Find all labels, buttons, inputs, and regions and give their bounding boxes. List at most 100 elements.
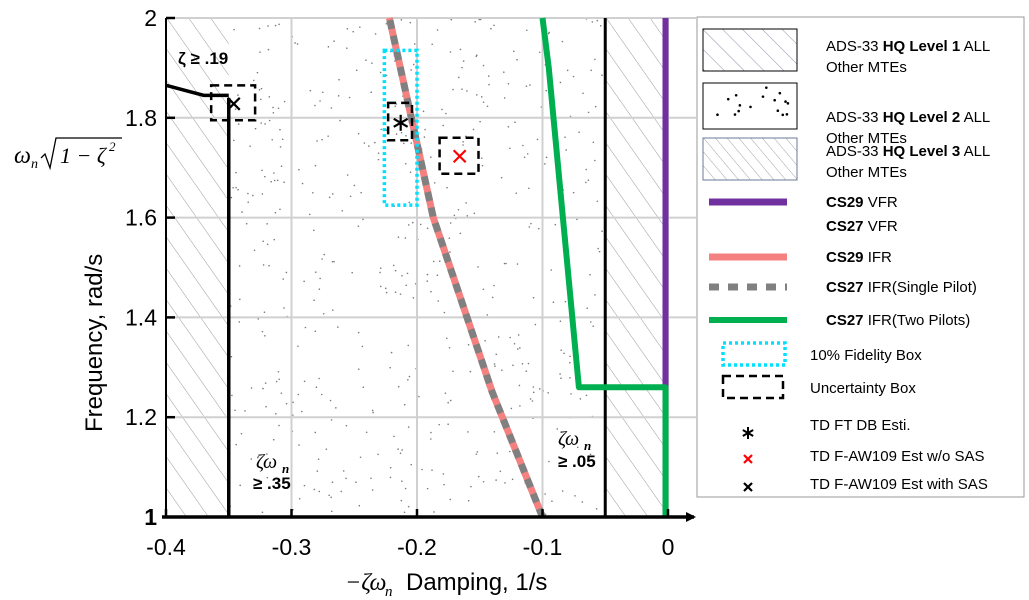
region-dot xyxy=(453,214,456,217)
region-dot xyxy=(357,368,360,370)
region-dot xyxy=(392,264,395,267)
region-dot xyxy=(348,96,351,99)
legend-dot xyxy=(733,113,737,116)
region-dot xyxy=(314,271,317,273)
region-dot xyxy=(467,343,470,346)
region-dot xyxy=(279,208,281,211)
region-dot xyxy=(595,508,598,510)
region-dot xyxy=(283,100,286,103)
region-dot xyxy=(496,452,499,454)
legend-swatch-star xyxy=(742,429,754,437)
region-dot xyxy=(563,352,565,355)
region-dot xyxy=(503,71,505,73)
point-x-stroke xyxy=(452,149,467,164)
annotation-zeta-min: ζ ≥ .19 xyxy=(178,49,228,68)
region-dot xyxy=(482,288,485,291)
region-dot xyxy=(362,218,364,221)
region-dot xyxy=(585,181,587,184)
region-dot xyxy=(545,156,548,159)
region-dot xyxy=(279,146,282,148)
region-dot xyxy=(523,156,526,159)
region-dot xyxy=(419,223,422,226)
region-dot xyxy=(426,487,429,490)
region-dot xyxy=(550,269,553,271)
legend-label-suffix: TD FT DB Esti. xyxy=(810,417,911,434)
box-layer xyxy=(209,48,480,207)
region-dot xyxy=(566,69,569,72)
legend-label-suffix: ALL xyxy=(960,38,990,55)
region-dot xyxy=(551,500,553,503)
region-level3-0 xyxy=(166,18,229,517)
region-dot xyxy=(437,300,440,302)
region-dot xyxy=(564,300,567,303)
region-dot xyxy=(385,74,388,77)
region-dot xyxy=(457,208,460,211)
series-cs27-ifr-single-pilot- xyxy=(385,17,546,519)
region-dot xyxy=(493,284,495,287)
region-dot xyxy=(515,192,518,194)
region-dot xyxy=(257,456,259,459)
region-dot xyxy=(345,477,347,480)
region-dot xyxy=(426,280,429,282)
region-dot xyxy=(449,399,452,402)
region-dot xyxy=(318,288,321,291)
region-dot xyxy=(278,23,280,26)
region-dot xyxy=(493,24,495,27)
region-dot xyxy=(484,339,486,342)
legend-label: TD F-AW109 Est with SAS xyxy=(810,476,988,493)
region-dot xyxy=(400,19,403,21)
region-dot xyxy=(587,179,590,181)
region-dot xyxy=(319,277,321,280)
legend-label-suffix: ALL xyxy=(960,143,990,160)
region-dot xyxy=(569,376,571,379)
region-dot xyxy=(379,71,382,74)
region-dot xyxy=(282,278,285,280)
uncertainty-box xyxy=(386,101,414,142)
region-dot xyxy=(252,194,254,197)
region-dot xyxy=(532,386,535,388)
region-dot xyxy=(491,296,494,299)
region-dot xyxy=(241,211,243,213)
region-dot xyxy=(235,171,237,174)
region-dot xyxy=(330,496,332,499)
region-dot xyxy=(399,452,402,455)
region-dot xyxy=(479,18,482,21)
region-dot xyxy=(249,145,251,147)
region-dot xyxy=(509,336,511,339)
region-dot xyxy=(413,43,416,45)
legend-label-bold: CS27 xyxy=(826,218,864,235)
region-dot xyxy=(436,274,439,277)
region-dot xyxy=(257,318,260,320)
region-dot xyxy=(430,156,432,159)
region-dot xyxy=(507,125,510,128)
point-black-x xyxy=(226,97,241,111)
region-dot xyxy=(301,410,303,413)
region-dot xyxy=(478,18,480,21)
legend-dot xyxy=(738,104,742,107)
region-dot xyxy=(357,331,360,334)
region-dot xyxy=(250,458,253,460)
region-dot xyxy=(394,269,397,272)
region-dot xyxy=(448,237,451,239)
region-dot xyxy=(512,364,514,367)
region-dot xyxy=(377,453,379,456)
region-dot xyxy=(597,247,599,250)
region-dot xyxy=(408,201,411,204)
region-dot xyxy=(578,131,580,133)
region-dot xyxy=(544,493,546,495)
axes-layer: -0.4 -0.3 -0.2 -0.1 0 1 1.2 1.4 1.6 1.8 2 xyxy=(125,5,696,560)
region-dot xyxy=(352,30,355,33)
region-dot xyxy=(596,19,599,22)
region-dot xyxy=(349,195,352,198)
region-dot xyxy=(397,448,399,450)
region-dot xyxy=(519,347,521,349)
region-dot xyxy=(313,299,315,302)
region-dot xyxy=(538,388,541,390)
region-dot xyxy=(372,411,374,414)
region-dot xyxy=(433,511,435,513)
region-dot xyxy=(365,59,367,61)
legend-label-bold: HQ Level 2 xyxy=(883,109,961,126)
legend-label-prefix: ADS-33 xyxy=(826,38,883,55)
region-dot xyxy=(308,213,311,216)
region-dot xyxy=(239,298,241,301)
